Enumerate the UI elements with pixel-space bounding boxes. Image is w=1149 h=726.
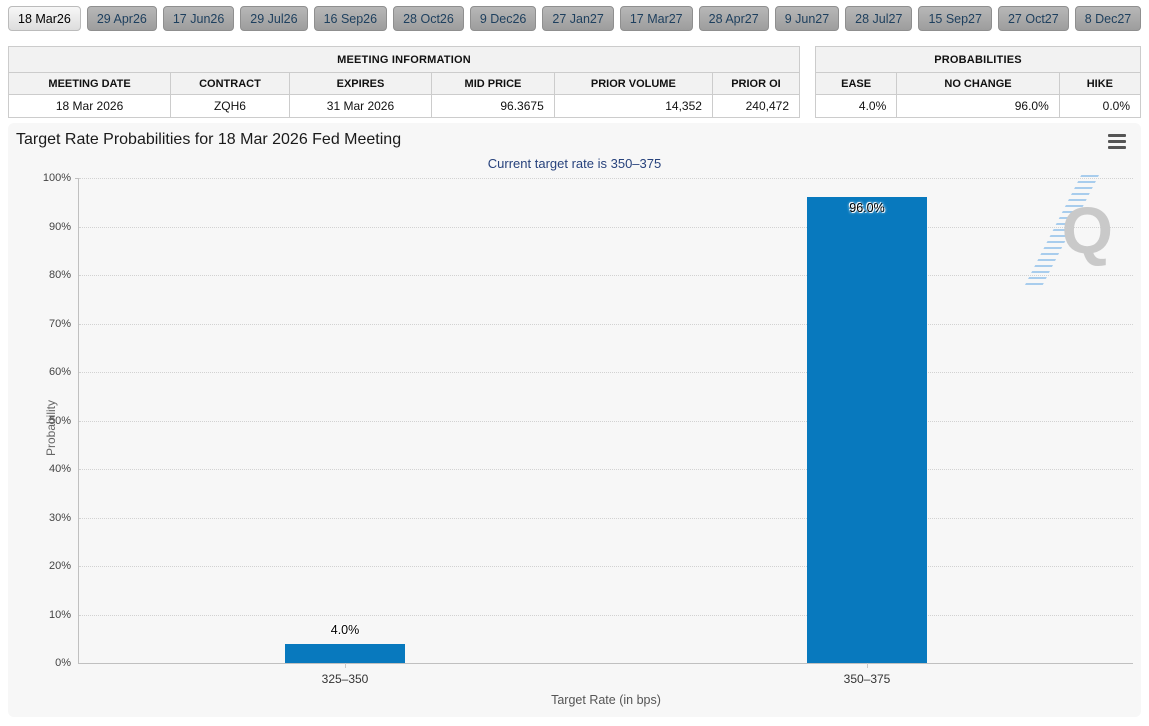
col-hike: HIKE bbox=[1058, 72, 1142, 95]
prior-oi-value: 240,472 bbox=[711, 94, 801, 118]
tab-meeting-date[interactable]: 27 Jan27 bbox=[542, 6, 614, 31]
y-axis-tick: 0% bbox=[55, 657, 71, 669]
probabilities-title: PROBABILITIES bbox=[815, 46, 1141, 73]
meeting-info-title: MEETING INFORMATION bbox=[8, 46, 800, 73]
gridline bbox=[79, 469, 1133, 470]
tab-meeting-date[interactable]: 16 Sep26 bbox=[313, 6, 388, 31]
col-prior-oi: PRIOR OI bbox=[711, 72, 801, 95]
gridline bbox=[79, 614, 1133, 616]
meeting-tabs: 18 Mar26 29 Apr26 17 Jun26 29 Jul26 16 S… bbox=[8, 6, 1142, 31]
bar-value-label: 4.0% bbox=[330, 622, 360, 637]
y-axis-title: Probability bbox=[44, 399, 59, 456]
y-axis-tick: 100% bbox=[42, 172, 71, 184]
gridline bbox=[79, 323, 1133, 325]
tab-meeting-date[interactable]: 28 Jul27 bbox=[845, 6, 913, 31]
expires-value: 31 Mar 2026 bbox=[288, 94, 433, 118]
tab-meeting-date[interactable]: 9 Dec26 bbox=[469, 6, 537, 31]
meeting-info-header-row: MEETING DATE CONTRACT EXPIRES MID PRICE … bbox=[7, 72, 801, 95]
tab-meeting-date[interactable]: 17 Jun26 bbox=[162, 6, 235, 31]
tab-meeting-date[interactable]: 9 Jun27 bbox=[774, 6, 840, 31]
quikstrike-watermark: Q bbox=[1025, 175, 1119, 285]
col-mid-price: MID PRICE bbox=[431, 72, 555, 95]
x-axis-category: 325–350 bbox=[321, 672, 369, 686]
tab-meeting-date[interactable]: 27 Oct27 bbox=[997, 6, 1069, 31]
watermark-q-logo: Q bbox=[1061, 193, 1113, 267]
col-meeting-date: MEETING DATE bbox=[7, 72, 172, 95]
hike-value: 0.0% bbox=[1058, 94, 1142, 118]
plot-area: 100% 90% 80% 70% 60% 50% 40% 30% 20% 10%… bbox=[43, 172, 1133, 707]
no-change-value: 96.0% bbox=[896, 94, 1060, 118]
meeting-information-table: MEETING INFORMATION MEETING DATE CONTRAC… bbox=[7, 46, 801, 118]
table-row: 4.0% 96.0% 0.0% bbox=[814, 94, 1142, 118]
tab-meeting-date[interactable]: 28 Apr27 bbox=[698, 6, 769, 31]
meeting-date-value: 18 Mar 2026 bbox=[7, 94, 172, 118]
mid-price-value: 96.3675 bbox=[431, 94, 555, 118]
bar-325-350[interactable]: 4.0% bbox=[285, 623, 405, 663]
y-axis-tick: 60% bbox=[48, 366, 71, 378]
tab-meeting-date[interactable]: 8 Dec27 bbox=[1074, 6, 1142, 31]
probabilities-header-row: EASE NO CHANGE HIKE bbox=[814, 72, 1142, 95]
y-axis-tick: 90% bbox=[48, 220, 71, 233]
tab-meeting-date[interactable]: 28 Oct26 bbox=[393, 6, 464, 31]
y-axis-tick: 20% bbox=[48, 560, 71, 572]
col-no-change: NO CHANGE bbox=[896, 72, 1060, 95]
gridline bbox=[79, 420, 1133, 422]
probabilities-table: PROBABILITIES EASE NO CHANGE HIKE 4.0% 9… bbox=[814, 46, 1142, 118]
prior-volume-value: 14,352 bbox=[553, 94, 713, 118]
gridline bbox=[79, 517, 1133, 519]
y-axis-tick: 80% bbox=[48, 269, 71, 281]
x-axis-title: Target Rate (in bps) bbox=[551, 693, 661, 707]
tab-meeting-date[interactable]: 29 Jul26 bbox=[240, 6, 308, 31]
gridline bbox=[79, 178, 1133, 179]
target-rate-probability-chart: Target Rate Probabilities for 18 Mar 202… bbox=[8, 123, 1141, 717]
y-axis-tick: 30% bbox=[48, 511, 71, 524]
gridline bbox=[79, 275, 1133, 276]
x-axis-tick-mark bbox=[345, 663, 346, 668]
tab-meeting-date[interactable]: 15 Sep27 bbox=[918, 6, 992, 31]
x-axis-tick-mark bbox=[867, 663, 868, 668]
y-axis-tick-mark bbox=[75, 178, 79, 179]
bar-350-375[interactable]: 96.0% bbox=[807, 197, 927, 663]
col-contract: CONTRACT bbox=[170, 72, 290, 95]
col-ease: EASE bbox=[814, 72, 898, 95]
y-axis-tick: 10% bbox=[48, 608, 71, 621]
y-axis-tick: 40% bbox=[48, 463, 71, 475]
table-row: 18 Mar 2026 ZQH6 31 Mar 2026 96.3675 14,… bbox=[7, 94, 801, 118]
contract-value: ZQH6 bbox=[170, 94, 290, 118]
col-expires: EXPIRES bbox=[288, 72, 433, 95]
tab-meeting-date[interactable]: 18 Mar26 bbox=[8, 6, 81, 31]
chart-title: Target Rate Probabilities for 18 Mar 202… bbox=[16, 131, 402, 148]
chart-subtitle: Current target rate is 350–375 bbox=[487, 156, 662, 171]
col-prior-volume: PRIOR VOLUME bbox=[553, 72, 713, 95]
tab-meeting-date[interactable]: 29 Apr26 bbox=[86, 6, 157, 31]
y-axis-tick: 50% bbox=[48, 414, 71, 427]
gridline bbox=[79, 226, 1133, 228]
x-axis-category: 350–375 bbox=[843, 672, 891, 686]
y-axis-tick: 70% bbox=[48, 317, 71, 330]
tab-meeting-date[interactable]: 17 Mar27 bbox=[619, 6, 693, 31]
gridline bbox=[79, 372, 1133, 373]
bar-value-label: 96.0% bbox=[849, 201, 885, 216]
gridline bbox=[79, 566, 1133, 567]
chart-menu-icon[interactable] bbox=[1108, 134, 1126, 149]
ease-value: 4.0% bbox=[814, 94, 898, 118]
